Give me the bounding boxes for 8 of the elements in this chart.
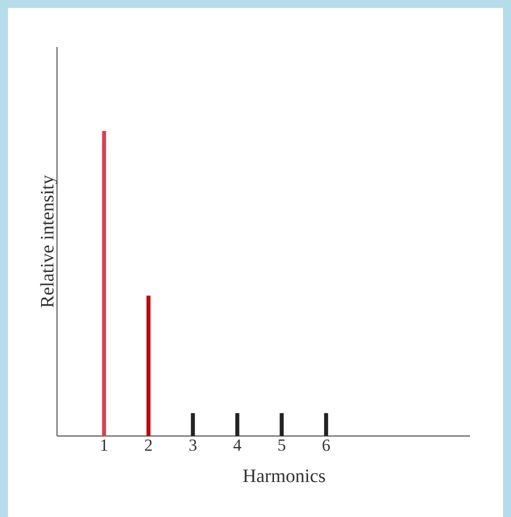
x-tick-label: 2 [144, 440, 152, 451]
x-axis-title: Harmonics [243, 470, 325, 482]
x-tick-label: 5 [278, 440, 286, 451]
x-tick-label: 6 [322, 440, 330, 451]
x-tick-label: 4 [233, 440, 242, 451]
x-tick-label: 3 [189, 440, 196, 451]
y-axis-title: Relative intensity [40, 175, 58, 308]
x-tick-label: 1 [101, 440, 108, 451]
